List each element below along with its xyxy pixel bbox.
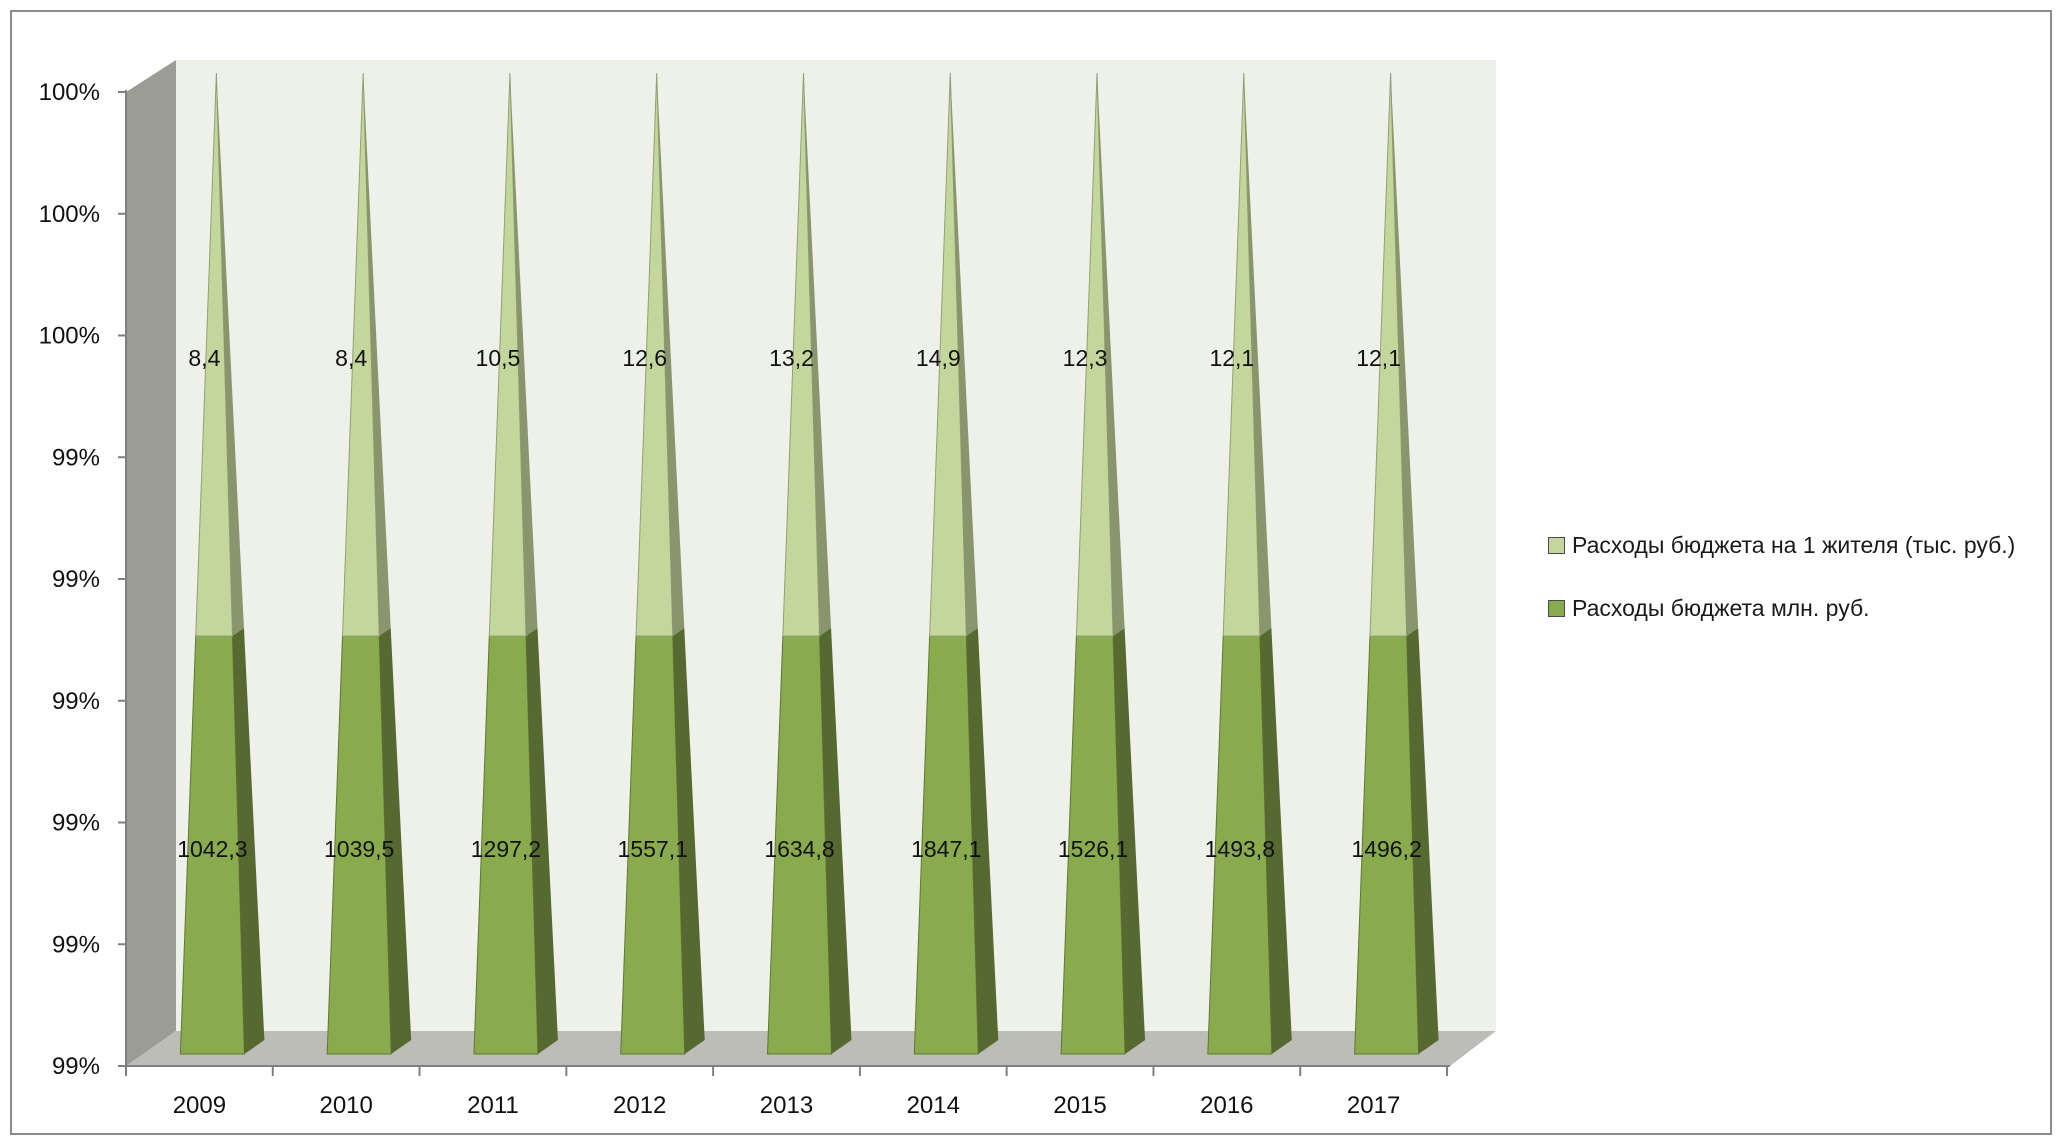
bar-side-percapita-2016 [1243,73,1272,636]
data-label-percapita-2014: 14,9 [916,345,961,371]
data-label-budget-2012: 1557,1 [618,836,688,862]
legend-label-budget: Расходы бюджета млн. руб. [1572,594,1870,621]
pyramid-2012 [620,72,705,1055]
bar-side-percapita-2011 [509,73,538,636]
y-tick-label: 99% [52,1053,100,1080]
side-wall [126,60,176,1066]
bar-side-budget-2012 [672,627,705,1054]
bar-side-percapita-2017 [1390,73,1419,636]
bar-side-percapita-2009 [216,73,244,636]
x-tick-label-2011: 2011 [467,1092,519,1119]
bar-side-budget-2015 [1113,627,1146,1054]
data-label-budget-2009: 1042,3 [177,836,247,862]
bar-side-percapita-2013 [803,73,832,636]
legend-swatch-per-capita [1548,536,1565,554]
data-label-budget-2014: 1847,1 [911,836,981,862]
bar-side-budget-2011 [526,627,558,1054]
y-tick-label: 99% [52,444,100,471]
pyramid-2009 [179,72,265,1055]
legend-swatch-budget [1548,599,1565,617]
y-tick-label: 100% [39,323,100,350]
data-label-budget-2016: 1493,8 [1205,836,1275,862]
data-label-percapita-2017: 12,1 [1356,345,1401,371]
x-tick-label-2009: 2009 [173,1092,226,1119]
y-tick-label: 99% [52,688,100,715]
y-tick-label: 100% [39,201,100,228]
y-tick-label: 100% [39,79,100,106]
pyramid-2015 [1060,72,1146,1055]
x-tick-label-2016: 2016 [1200,1092,1253,1119]
data-label-budget-2011: 1297,2 [471,836,541,862]
legend-label-per-capita: Расходы бюджета на 1 жителя (тыс. руб.) [1572,531,2016,558]
x-tick-label-2010: 2010 [319,1092,372,1119]
x-tick-label-2015: 2015 [1053,1092,1106,1119]
data-label-percapita-2009: 8,4 [188,345,220,371]
x-tick-label-2017: 2017 [1347,1092,1400,1119]
chart-labels: 8,4 1042,3 8,4 1039,5 10,5 1297,2 12,6 1557,1 13… [177,345,1422,862]
data-label-budget-2015: 1526,1 [1058,836,1128,862]
bar-side-budget-2014 [966,627,999,1054]
bar-side-percapita-2010 [363,73,391,636]
bar-side-percapita-2015 [1097,73,1125,636]
pyramid-2010 [326,72,412,1055]
pyramid-2016 [1207,72,1292,1055]
y-tick-label: 99% [52,931,100,958]
data-label-percapita-2010: 8,4 [335,345,367,371]
pyramid-2014 [913,72,999,1055]
bar-side-budget-2009 [232,627,265,1054]
x-tick-label-2012: 2012 [613,1092,666,1119]
data-label-percapita-2011: 10,5 [476,345,521,371]
bar-side-budget-2010 [379,627,412,1054]
chart-pyramids [179,72,1439,1055]
legend-item-per-capita[interactable]: Расходы бюджета на 1 жителя (тыс. руб.) [1548,532,2048,558]
data-label-budget-2013: 1634,8 [764,836,834,862]
bar-side-percapita-2012 [656,73,685,636]
x-tick-label-2014: 2014 [907,1092,960,1119]
data-label-percapita-2015: 12,3 [1063,345,1108,371]
y-tick-label: 99% [52,566,100,593]
pyramid-2011 [473,72,558,1055]
chart-axes: 99% 99% 99% 99% 99% 99% 100% 100% 100% 2009 2010 20… [39,79,1450,1119]
data-label-budget-2017: 1496,2 [1351,836,1421,862]
pyramid-2013 [766,72,852,1055]
data-label-budget-2010: 1039,5 [324,836,394,862]
x-tick-label-2013: 2013 [760,1092,813,1119]
pyramid-2017 [1354,72,1439,1055]
bar-side-budget-2013 [819,627,852,1054]
legend: Расходы бюджета на 1 жителя (тыс. руб.) … [1548,532,2048,658]
legend-item-budget[interactable]: Расходы бюджета млн. руб. [1548,595,2048,621]
bar-side-budget-2016 [1259,627,1292,1054]
data-label-percapita-2013: 13,2 [769,345,814,371]
data-label-percapita-2016: 12,1 [1209,345,1254,371]
y-tick-label: 99% [52,810,100,837]
bar-side-percapita-2014 [950,73,978,636]
data-label-percapita-2012: 12,6 [622,345,667,371]
bar-side-budget-2017 [1406,627,1439,1054]
